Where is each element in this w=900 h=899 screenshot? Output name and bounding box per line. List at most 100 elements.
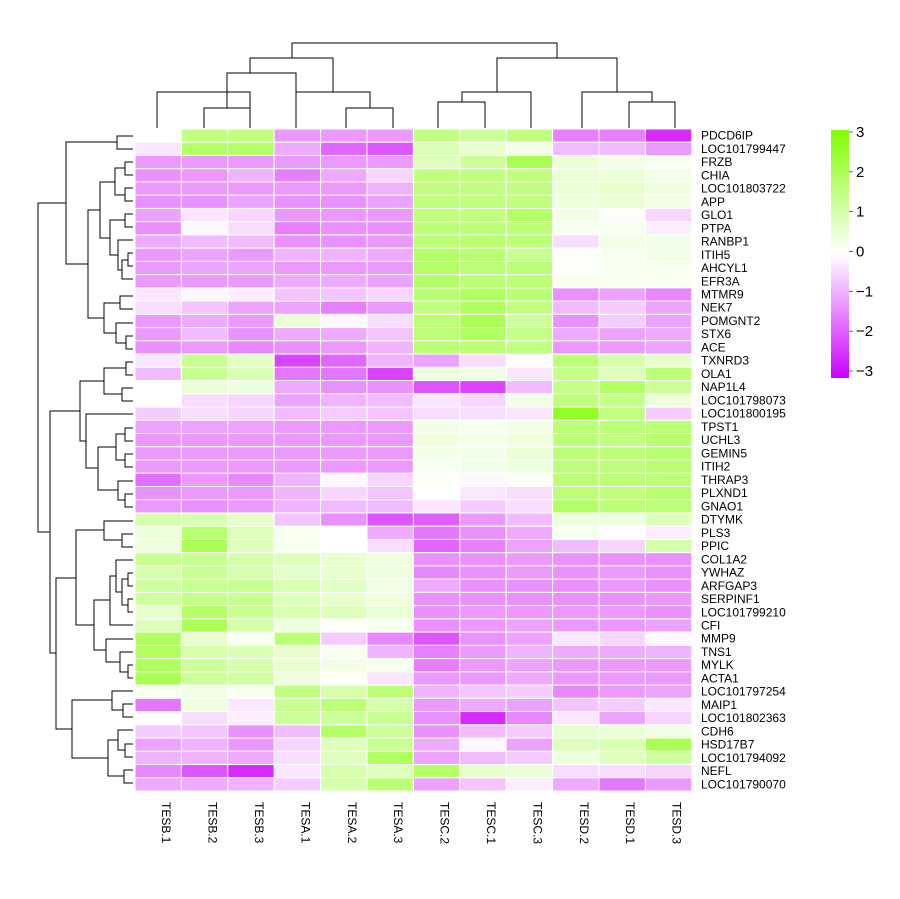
col-dendro-branch xyxy=(291,42,558,58)
heatmap-cell xyxy=(320,565,368,580)
row-dendro-branch xyxy=(127,572,133,587)
heatmap-cell xyxy=(366,737,414,752)
heatmap-cell xyxy=(505,631,554,646)
heatmap-cell xyxy=(505,406,554,421)
heatmap-cell xyxy=(552,168,600,183)
heatmap-cell xyxy=(134,459,182,474)
heatmap-cell xyxy=(598,459,646,474)
heatmap-cell xyxy=(273,737,322,752)
heatmap-cell xyxy=(180,459,229,474)
row-label: CFI xyxy=(701,619,720,633)
heatmap-cell xyxy=(505,380,554,395)
heatmap-cell xyxy=(644,274,693,289)
heatmap-cell xyxy=(459,697,507,713)
heatmap-cell xyxy=(227,671,275,686)
heatmap-cell xyxy=(134,287,182,302)
heatmap-cell xyxy=(227,141,275,156)
heatmap-cell xyxy=(320,737,368,752)
heatmap-cell xyxy=(227,724,275,739)
heatmap-cell xyxy=(273,141,322,156)
row-label: MAIP1 xyxy=(701,698,737,712)
row-label: NEK7 xyxy=(701,301,733,315)
heatmap-cell xyxy=(459,181,507,196)
row-label: COL1A2 xyxy=(701,552,747,566)
heatmap-cell xyxy=(412,221,461,236)
heatmap-cell xyxy=(273,340,322,355)
row-label: MMP9 xyxy=(701,632,736,646)
heatmap-cell xyxy=(366,313,414,329)
column-label: TESC.3 xyxy=(530,802,544,844)
heatmap-cell xyxy=(412,287,461,302)
heatmap-cell xyxy=(459,578,507,593)
col-dendro-branch xyxy=(437,101,486,128)
heatmap-cell xyxy=(459,764,507,779)
heatmap-cell xyxy=(273,499,322,514)
heatmap-cell xyxy=(412,552,461,567)
heatmap-cell xyxy=(273,671,322,686)
heatmap-cell xyxy=(552,644,600,660)
heatmap-cell xyxy=(180,194,229,209)
column-label: TESB.1 xyxy=(159,802,173,844)
heatmap-cell xyxy=(227,327,275,342)
heatmap-cell xyxy=(273,380,322,395)
row-label: THRAP3 xyxy=(701,473,749,487)
heatmap-cell xyxy=(366,406,414,421)
heatmap-cell xyxy=(180,591,229,607)
heatmap-cell xyxy=(505,313,554,329)
heatmap-cell xyxy=(180,565,229,580)
heatmap-cell xyxy=(227,499,275,514)
heatmap-cell xyxy=(273,631,322,646)
heatmap-cell xyxy=(180,631,229,646)
row-dendro-branch xyxy=(55,577,76,730)
heatmap-cell xyxy=(459,221,507,236)
heatmap-cell xyxy=(273,366,322,382)
heatmap-cell xyxy=(366,446,414,461)
row-label: LOC101799447 xyxy=(701,142,786,156)
row-dendro-branch xyxy=(124,743,133,758)
heatmap-cell xyxy=(505,128,554,143)
heatmap-cell xyxy=(366,684,414,699)
heatmap-cell xyxy=(644,737,693,752)
heatmap-cell xyxy=(180,750,229,766)
heatmap-cell xyxy=(134,684,182,699)
heatmap-cell xyxy=(366,327,414,342)
heatmap-cell xyxy=(459,313,507,329)
heatmap-cell xyxy=(598,274,646,289)
heatmap-cell xyxy=(273,552,322,567)
heatmap-cell xyxy=(366,472,414,487)
heatmap-cell xyxy=(552,605,600,620)
heatmap-cell xyxy=(273,764,322,779)
row-dendro-branch xyxy=(127,664,133,679)
heatmap-cell xyxy=(134,154,182,170)
col-dendro-branch xyxy=(496,57,618,92)
heatmap-cell xyxy=(273,684,322,699)
heatmap-cell xyxy=(320,327,368,342)
heatmap-cell xyxy=(552,327,600,342)
row-label: LOC101790070 xyxy=(701,777,786,791)
row-dendro-branch xyxy=(103,302,120,334)
heatmap-cell xyxy=(459,300,507,315)
heatmap-cell xyxy=(273,181,322,196)
heatmap-cell xyxy=(273,353,322,368)
row-dendro-branch xyxy=(87,209,104,319)
heatmap-cell xyxy=(598,340,646,355)
heatmap-cell xyxy=(644,419,693,435)
heatmap-cell xyxy=(227,565,275,580)
heatmap-cell xyxy=(366,724,414,739)
heatmap-cell xyxy=(134,750,182,766)
heatmap-cell xyxy=(320,459,368,474)
heatmap-cell xyxy=(320,433,368,448)
heatmap-cell xyxy=(459,591,507,607)
heatmap-cell xyxy=(366,605,414,620)
heatmap-cell xyxy=(180,605,229,620)
heatmap-cell xyxy=(412,711,461,726)
heatmap-cell xyxy=(227,472,275,487)
heatmap-cell xyxy=(505,194,554,209)
column-label: TESD.1 xyxy=(623,802,637,844)
heatmap-cell xyxy=(552,750,600,766)
heatmap-cell xyxy=(134,406,182,421)
heatmap-cell xyxy=(459,472,507,487)
heatmap-cell xyxy=(134,737,182,752)
heatmap-cell xyxy=(598,631,646,646)
heatmap-cell xyxy=(598,194,646,209)
